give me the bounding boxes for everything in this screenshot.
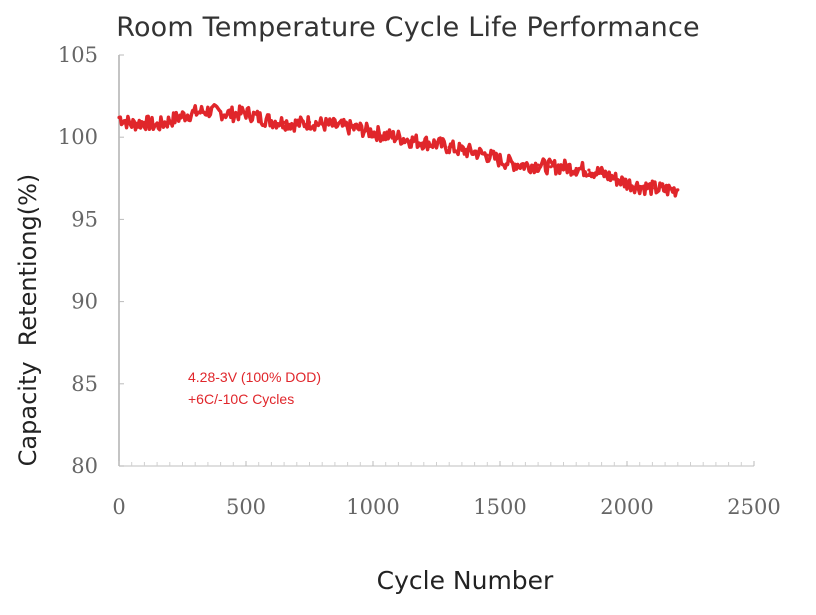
data-point	[396, 135, 400, 139]
data-point	[193, 110, 197, 115]
data-point	[168, 119, 172, 123]
data-point	[257, 115, 261, 120]
data-point	[244, 110, 248, 115]
x-tick-label-0: 0	[112, 495, 125, 519]
data-point	[549, 165, 553, 169]
data-point	[473, 150, 477, 154]
data-point	[600, 171, 604, 175]
data-point	[130, 122, 134, 126]
data-point	[117, 115, 121, 120]
annotation-line-2: +6C/-10C Cycles	[188, 391, 294, 407]
data-point	[295, 122, 299, 126]
data-point	[612, 176, 616, 180]
chart-title: Room Temperature Cycle Life Performance	[116, 12, 700, 43]
annotation-line-1: 4.28-3V (100% DOD)	[188, 369, 321, 385]
data-point	[663, 188, 667, 192]
data-point	[206, 109, 210, 113]
data-point	[625, 181, 629, 185]
y-tick-label-95: 95	[71, 207, 98, 231]
data-point	[422, 140, 426, 144]
y-tick-label-85: 85	[71, 372, 98, 396]
data-point	[320, 122, 324, 126]
data-point	[460, 148, 464, 152]
data-point	[574, 166, 578, 171]
data-point	[587, 168, 591, 172]
data-point	[358, 127, 362, 131]
data-point	[307, 120, 312, 125]
x-tick-label-1500: 1500	[473, 495, 526, 519]
x-tick-label-2000: 2000	[600, 495, 653, 519]
series-group	[117, 103, 680, 198]
y-tick-label-105: 105	[58, 43, 98, 67]
x-ticks: 0 500 1000 1500 2000 2500	[112, 461, 781, 519]
data-point	[523, 163, 528, 167]
data-point	[346, 125, 350, 129]
data-point	[511, 161, 515, 166]
data-point	[485, 153, 489, 157]
data-point	[409, 138, 413, 143]
x-tick-label-500: 500	[226, 495, 266, 519]
y-tick-label-100: 100	[58, 125, 98, 149]
data-point	[638, 184, 642, 189]
data-point	[650, 186, 655, 190]
x-tick-label-1000: 1000	[346, 495, 399, 519]
x-axis-label: Cycle Number	[376, 566, 554, 595]
data-point	[333, 124, 337, 128]
y-axis-label: Capacity Retentiong(%)	[14, 173, 42, 467]
data-point	[384, 133, 388, 138]
data-point	[231, 112, 235, 116]
data-point	[282, 120, 286, 125]
data-point	[180, 114, 185, 118]
series-line-0	[118, 103, 679, 198]
y-tick-label-90: 90	[71, 290, 98, 314]
x-tick-label-2500: 2500	[727, 495, 780, 519]
data-point	[498, 158, 502, 162]
data-point	[561, 165, 566, 169]
data-point	[536, 163, 540, 167]
data-point	[447, 145, 451, 149]
data-point	[155, 124, 159, 128]
data-point	[676, 188, 680, 192]
y-tick-label-80: 80	[71, 454, 98, 478]
data-point	[219, 110, 223, 115]
y-ticks: 80 85 90 95 100 105	[58, 43, 124, 478]
data-point	[269, 119, 273, 123]
data-point	[371, 130, 375, 134]
data-point	[434, 142, 439, 146]
data-point	[142, 120, 146, 125]
